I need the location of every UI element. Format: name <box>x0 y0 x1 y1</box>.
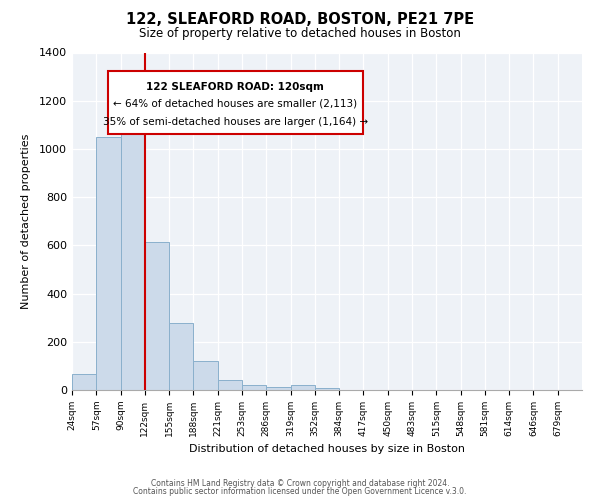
Bar <box>96 137 121 390</box>
FancyBboxPatch shape <box>108 71 363 134</box>
Bar <box>72 374 96 390</box>
Y-axis label: Number of detached properties: Number of detached properties <box>20 134 31 309</box>
Text: Contains public sector information licensed under the Open Government Licence v.: Contains public sector information licen… <box>133 487 467 496</box>
Bar <box>266 387 290 390</box>
Bar <box>290 385 315 390</box>
Bar <box>169 322 193 390</box>
Text: Size of property relative to detached houses in Boston: Size of property relative to detached ho… <box>139 28 461 40</box>
Bar <box>242 385 266 390</box>
Text: Contains HM Land Registry data © Crown copyright and database right 2024.: Contains HM Land Registry data © Crown c… <box>151 478 449 488</box>
Text: 122, SLEAFORD ROAD, BOSTON, PE21 7PE: 122, SLEAFORD ROAD, BOSTON, PE21 7PE <box>126 12 474 28</box>
Bar <box>121 120 145 390</box>
Text: 122 SLEAFORD ROAD: 120sqm: 122 SLEAFORD ROAD: 120sqm <box>146 82 324 92</box>
Text: ← 64% of detached houses are smaller (2,113): ← 64% of detached houses are smaller (2,… <box>113 98 357 108</box>
Text: 35% of semi-detached houses are larger (1,164) →: 35% of semi-detached houses are larger (… <box>103 118 368 128</box>
Bar <box>218 380 242 390</box>
Bar <box>145 242 169 390</box>
Bar <box>315 388 339 390</box>
X-axis label: Distribution of detached houses by size in Boston: Distribution of detached houses by size … <box>189 444 465 454</box>
Bar <box>193 361 218 390</box>
